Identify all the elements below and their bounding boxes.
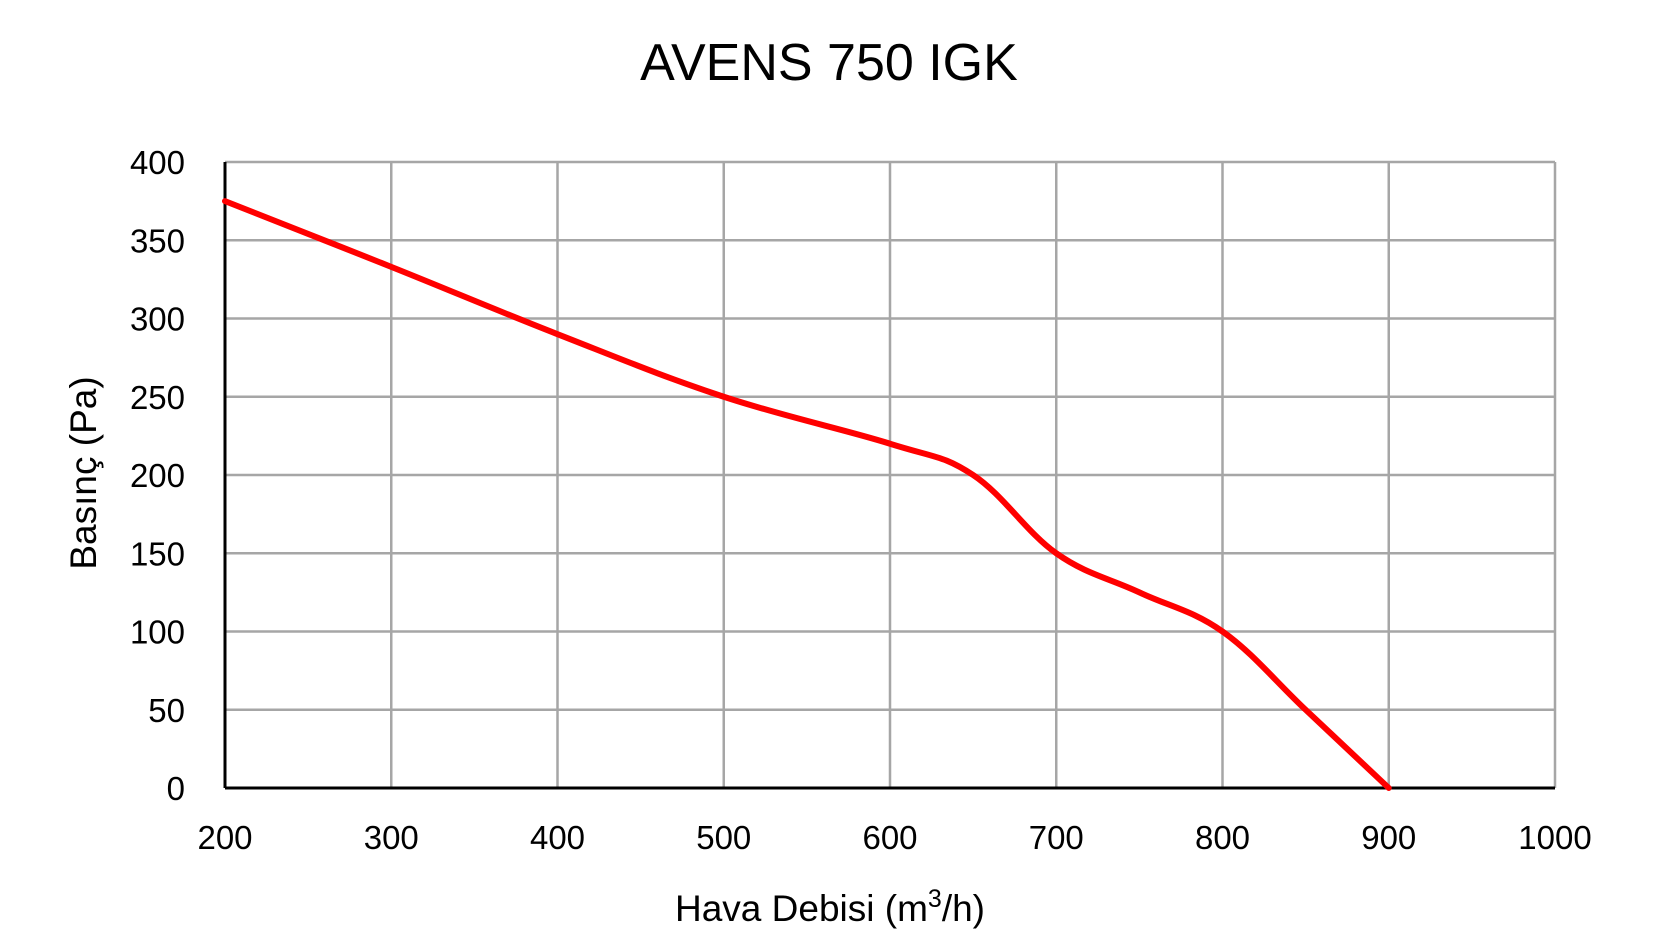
axes — [223, 162, 1555, 790]
x-axis-label-main: Hava Debisi (m — [675, 888, 928, 929]
y-tick-label: 300 — [130, 301, 185, 338]
x-axis-label-suffix: /h) — [942, 888, 985, 929]
x-tick-label: 800 — [1195, 819, 1250, 856]
x-axis-label-superscript: 3 — [928, 885, 942, 913]
chart-title: AVENS 750 IGK — [640, 34, 1018, 92]
x-tick-label: 1000 — [1518, 819, 1591, 856]
y-tick-label: 250 — [130, 379, 185, 416]
y-tick-label: 350 — [130, 222, 185, 259]
y-tick-label: 400 — [130, 144, 185, 181]
y-axis-label: Basınç (Pa) — [63, 376, 104, 569]
series-lines — [222, 198, 1392, 791]
x-tick-label: 600 — [862, 819, 917, 856]
series-line — [222, 198, 1392, 791]
x-tick-label: 900 — [1361, 819, 1416, 856]
x-tick-label: 300 — [364, 819, 419, 856]
x-axis-label: Hava Debisi (m3/h) — [675, 885, 985, 929]
y-tick-label: 50 — [148, 692, 185, 729]
y-tick-label: 100 — [130, 614, 185, 651]
y-tick-label: 0 — [167, 770, 185, 807]
y-axis-ticks: 0 50 100 150 200 250 300 350 400 — [130, 144, 185, 807]
x-axis-ticks: 200 300 400 500 600 700 800 900 1000 — [197, 819, 1591, 856]
y-tick-label: 150 — [130, 535, 185, 572]
x-tick-label: 200 — [197, 819, 252, 856]
x-tick-label: 400 — [530, 819, 585, 856]
y-tick-label: 200 — [130, 457, 185, 494]
x-tick-label: 700 — [1029, 819, 1084, 856]
x-tick-label: 500 — [696, 819, 751, 856]
grid — [225, 160, 1557, 788]
